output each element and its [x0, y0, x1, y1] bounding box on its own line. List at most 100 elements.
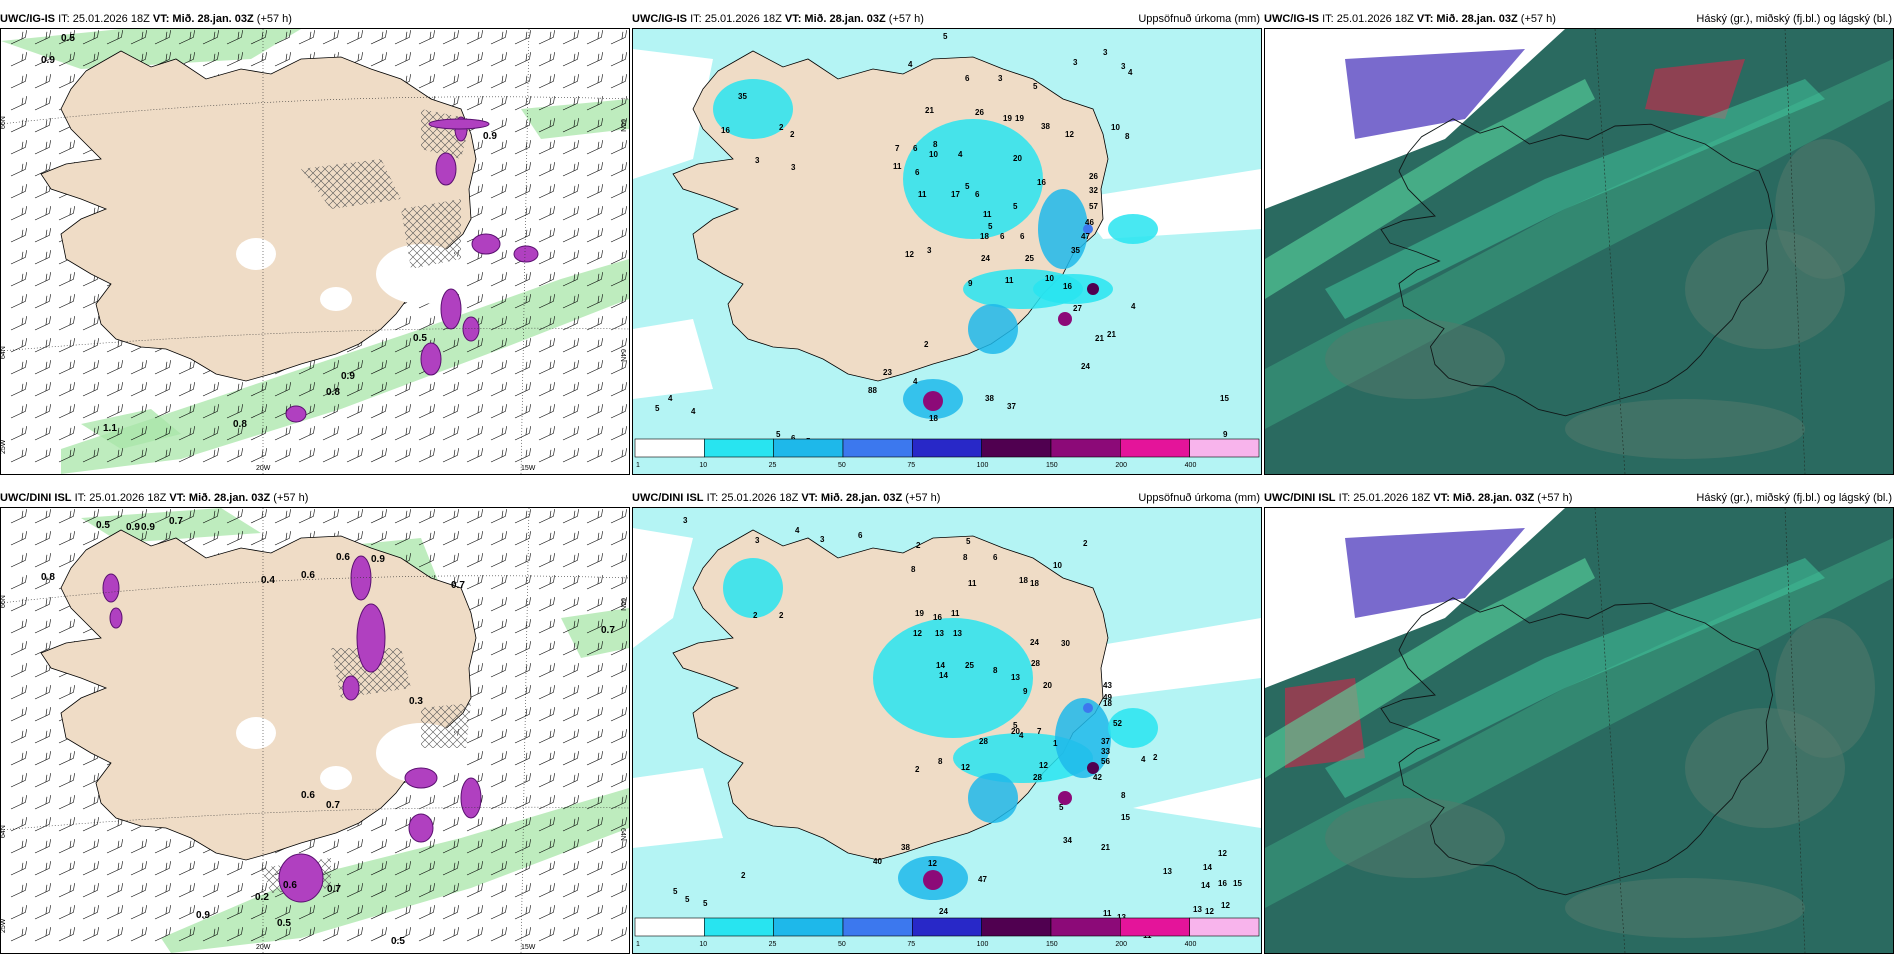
- wind-barb: [490, 883, 507, 898]
- wind-barb: [274, 531, 291, 546]
- wind-barb: [442, 426, 459, 441]
- wind-barb: [202, 382, 219, 397]
- precip-value: 5: [988, 222, 993, 231]
- precip-value: 28: [1033, 773, 1042, 782]
- precip-value: 13: [1163, 867, 1172, 876]
- wind-barb: [58, 839, 75, 854]
- contour-label: 0.9: [41, 55, 55, 66]
- wind-barb: [562, 52, 579, 67]
- wind-barb: [538, 861, 555, 876]
- wind-barb: [514, 404, 531, 419]
- wind-barb: [418, 795, 435, 810]
- wind-barb: [418, 426, 435, 441]
- wind-barb: [562, 663, 579, 678]
- panel-wind-ig: UWC/IG-IS IT: 25.01.2026 18Z VT: Mið. 28…: [0, 10, 630, 475]
- precip-value: 16: [721, 126, 730, 135]
- precip-blob: [404, 767, 438, 789]
- wind-barb: [490, 641, 507, 656]
- dry-area: [633, 768, 723, 848]
- wind-barb: [82, 817, 99, 832]
- wind-barb: [178, 30, 195, 45]
- wind-barb: [34, 360, 51, 375]
- wind-barb: [34, 294, 51, 309]
- legend-tick: 100: [977, 462, 989, 469]
- contour-label: 0.9: [371, 554, 385, 565]
- wind-barb: [58, 883, 75, 898]
- wind-barb: [490, 509, 507, 524]
- wind-barb: [322, 448, 339, 463]
- precip-value: 18: [1030, 579, 1039, 588]
- wind-barb: [10, 96, 27, 111]
- contour-label: 0.7: [601, 625, 615, 636]
- wind-barb: [58, 426, 75, 441]
- precip-area: [1033, 274, 1113, 304]
- wind-barb: [442, 338, 459, 353]
- wind-barb: [82, 448, 99, 463]
- wind-barb: [226, 426, 243, 441]
- wind-barb: [466, 839, 483, 854]
- map-area: 66N 64N 25W 66N 64N 20W 15W 0.5 0.9 0.9 0.5 0.9 0.8 0…: [0, 28, 630, 475]
- precip-core: [1087, 762, 1099, 774]
- wind-barb: [370, 448, 387, 463]
- precip-area: [873, 618, 1033, 738]
- legend-swatch: [634, 917, 705, 937]
- wind-barb: [586, 228, 603, 243]
- contour-label: 0.6: [301, 790, 315, 801]
- wind-barb: [418, 382, 435, 397]
- wind-barb: [610, 272, 627, 287]
- wind-barb: [226, 509, 243, 524]
- wind-barb: [346, 382, 363, 397]
- wind-barb: [418, 509, 435, 524]
- precip-value: 15: [1220, 394, 1229, 403]
- wind-barb: [10, 531, 27, 546]
- low-cloud-band: [1325, 558, 1825, 798]
- precip-value: 12: [1221, 901, 1230, 910]
- wind-barb: [562, 360, 579, 375]
- lead-time: (+57 h): [256, 13, 292, 25]
- wind-barb: [346, 448, 363, 463]
- precip-core: [923, 870, 943, 890]
- precip-blob: [356, 603, 386, 673]
- precip-value: 13: [953, 629, 962, 638]
- wind-barb: [490, 316, 507, 331]
- wind-barb: [538, 795, 555, 810]
- precip-value: 20: [1011, 727, 1020, 736]
- legend-swatch: [1050, 438, 1121, 458]
- wind-barb: [562, 118, 579, 133]
- wind-barb: [130, 927, 147, 942]
- precip-value: 47: [1081, 232, 1090, 241]
- precip-value: 6: [915, 168, 920, 177]
- wind-barb: [34, 404, 51, 419]
- wind-barb: [586, 927, 603, 942]
- wind-barb: [442, 531, 459, 546]
- wind-barb: [10, 272, 27, 287]
- wind-barb: [106, 360, 123, 375]
- precip-value: 4: [908, 60, 913, 69]
- wind-barb: [34, 382, 51, 397]
- wind-barb: [466, 817, 483, 832]
- wind-barb: [610, 883, 627, 898]
- wind-barb: [538, 619, 555, 634]
- precip-value: 21: [1107, 330, 1116, 339]
- wind-barb: [322, 30, 339, 45]
- wind-barb: [34, 685, 51, 700]
- lead-time: (+57 h): [1537, 492, 1573, 504]
- precip-value: 38: [1041, 122, 1050, 131]
- wind-barb: [34, 509, 51, 524]
- wind-barb: [178, 927, 195, 942]
- wind-barb: [514, 294, 531, 309]
- wind-barb: [586, 641, 603, 656]
- wind-barb: [514, 927, 531, 942]
- wind-barb: [178, 404, 195, 419]
- wind-barb: [178, 905, 195, 920]
- contour-label: 0.9: [141, 522, 155, 533]
- wind-barb: [562, 707, 579, 722]
- wind-barb: [514, 707, 531, 722]
- wind-barb: [34, 905, 51, 920]
- wind-barb: [442, 817, 459, 832]
- legend-swatch: [1120, 438, 1190, 458]
- wind-barb: [586, 817, 603, 832]
- wind-barb: [370, 360, 387, 375]
- wind-barb: [490, 795, 507, 810]
- low-cloud-band: [1265, 79, 1595, 299]
